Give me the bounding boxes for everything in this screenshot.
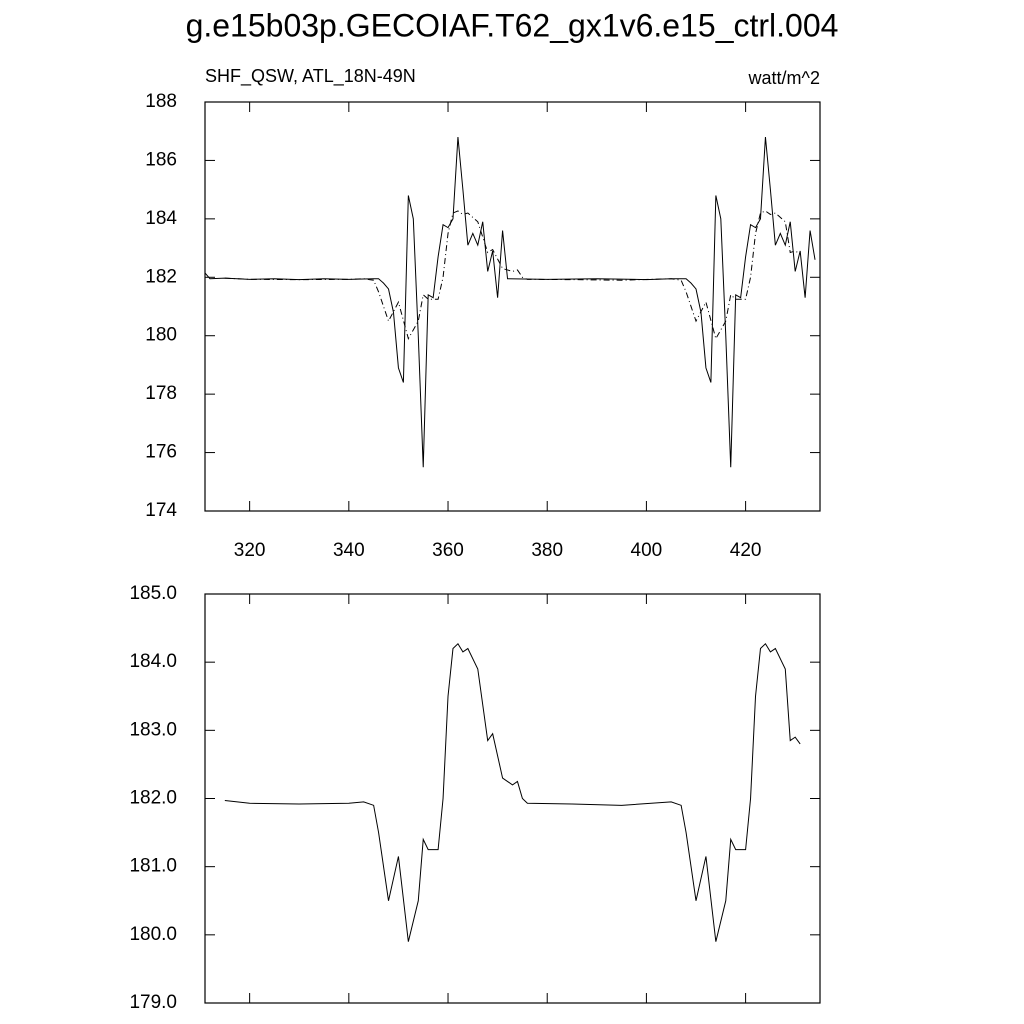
- y-tick-label: 183.0: [129, 719, 177, 740]
- left-subtitle: SHF_QSW, ATL_18N-49N: [205, 66, 416, 87]
- y-tick-label: 184.0: [129, 651, 177, 672]
- y-tick-label: 181.0: [129, 856, 177, 877]
- x-tick-label: 360: [432, 540, 464, 561]
- y-tick-label: 182.0: [129, 788, 177, 809]
- x-tick-label: 380: [531, 540, 563, 561]
- x-tick-label: 340: [333, 540, 365, 561]
- y-tick-label: 179.0: [129, 992, 177, 1013]
- y-tick-label: 184: [145, 208, 177, 229]
- y-tick-label: 178: [145, 383, 177, 404]
- chart-title: g.e15b03p.GECOIAF.T62_gx1v6.e15_ctrl.004: [186, 7, 839, 43]
- plot-frame: [204, 101, 821, 512]
- y-tick-label: 174: [145, 500, 177, 521]
- data-line: [204, 137, 816, 468]
- x-tick-label: 400: [631, 540, 663, 561]
- y-tick-label: 180.0: [129, 924, 177, 945]
- x-tick-label: 320: [234, 540, 266, 561]
- y-tick-label: 182: [145, 266, 177, 287]
- data-line: [224, 642, 801, 942]
- y-tick-label: 176: [145, 442, 177, 463]
- plot-frame: [204, 593, 821, 1004]
- data-line: [224, 210, 801, 340]
- y-tick-label: 188: [145, 91, 177, 112]
- y-tick-label: 180: [145, 325, 177, 346]
- units-label: watt/m^2: [748, 68, 820, 88]
- x-tick-label: 420: [730, 540, 762, 561]
- y-tick-label: 185.0: [129, 583, 177, 604]
- y-tick-label: 186: [145, 149, 177, 170]
